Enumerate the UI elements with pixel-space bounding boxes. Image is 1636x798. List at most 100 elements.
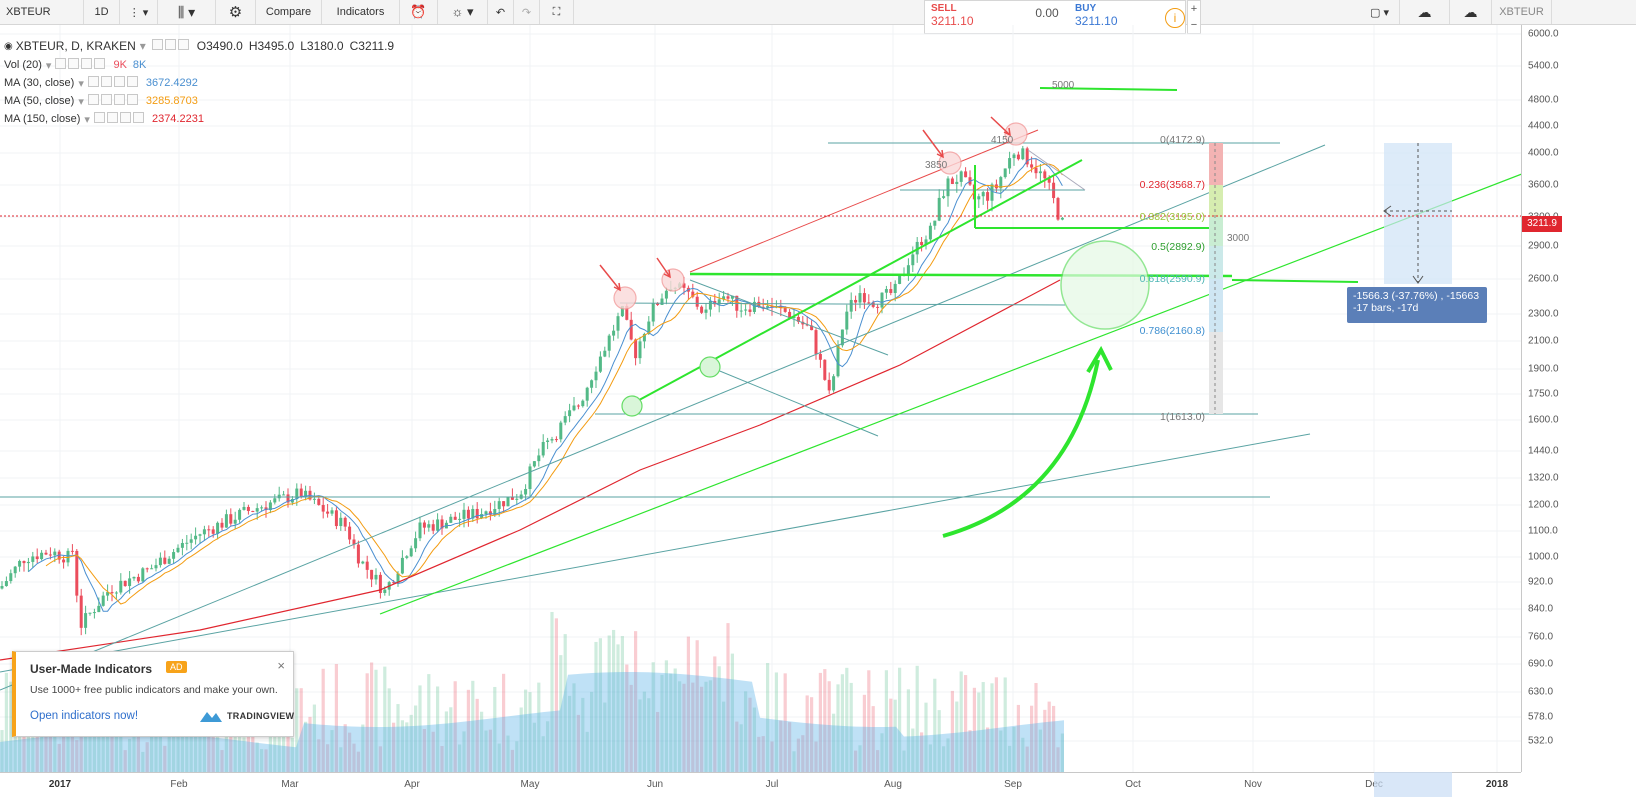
ma50-legend: MA (50, close) ▾ 3285.8703 <box>4 94 198 108</box>
undo-icon: ↶ <box>495 6 506 19</box>
tradingview-cloud-icon <box>200 712 222 722</box>
save-layout-button[interactable]: ☁ <box>1450 0 1492 24</box>
price-tick-label: 920.0 <box>1528 576 1554 588</box>
fullscreen-button[interactable]: ⛶ <box>540 0 574 24</box>
promo-title: User-Made Indicators <box>30 662 153 676</box>
trade-widget: SELL 3211.10 0.00 BUY 3211.10 i <box>924 0 1186 34</box>
volume-bars <box>0 611 1064 772</box>
sell-price: 3211.10 <box>931 14 974 28</box>
settings-button[interactable]: ⚙ <box>216 0 256 24</box>
alert-button[interactable]: ⏰ <box>400 0 438 24</box>
time-range-highlight <box>1374 772 1452 797</box>
buy-button[interactable]: BUY 3211.10 <box>1075 3 1155 28</box>
time-tick-label: Oct <box>1125 779 1141 790</box>
price-tick-label: 630.0 <box>1528 686 1554 698</box>
price-tick-label: 840.0 <box>1528 603 1554 615</box>
interval-button[interactable]: 1D <box>84 0 120 24</box>
close-value: C3211.9 <box>349 39 395 53</box>
right-symbol-field[interactable]: XBTEUR <box>1492 0 1552 24</box>
info-icon[interactable]: i <box>1165 8 1185 28</box>
indicators-button[interactable]: Indicators <box>322 0 400 24</box>
time-axis[interactable]: 2017FebMarAprMayJunJulAugSepOctNovDec201… <box>0 772 1521 798</box>
fib-level-label: 0.5(2892.9) <box>1151 241 1205 253</box>
ma150-title: MA (150, close) <box>4 113 81 125</box>
label-5000: 5000 <box>1052 80 1075 91</box>
vol-controls[interactable] <box>55 58 107 72</box>
measure-line-2: -17 bars, -17d <box>1353 302 1419 314</box>
indicators-label: Indicators <box>336 6 385 18</box>
interval-dropdown[interactable]: ⋮ ▾ <box>120 0 158 24</box>
price-tick-label: 578.0 <box>1528 711 1554 723</box>
grid <box>0 25 1521 772</box>
lightbulb-icon: ☼ ▾ <box>451 4 474 19</box>
price-tick-label: 1440.0 <box>1528 445 1559 457</box>
close-icon[interactable]: × <box>277 658 285 673</box>
time-tick-label: Feb <box>170 779 188 790</box>
redo-button[interactable]: ↷ <box>514 0 540 24</box>
redo-icon: ↷ <box>521 6 532 19</box>
undo-button[interactable]: ↶ <box>488 0 514 24</box>
price-tick-label: 2600.0 <box>1528 273 1559 285</box>
ad-badge: AD <box>166 661 187 673</box>
load-layout-button[interactable]: ☁ <box>1400 0 1450 24</box>
ma30-controls[interactable] <box>87 76 140 90</box>
promo-card: User-Made Indicators AD × Use 1000+ free… <box>12 651 294 737</box>
price-chart[interactable] <box>0 25 1521 772</box>
price-tick-label: 2100.0 <box>1528 335 1559 347</box>
chart-style-button[interactable]: ⫼ ▾ <box>158 0 216 24</box>
collapse-icon[interactable]: ◉ <box>4 40 13 52</box>
sell-label: SELL <box>931 3 957 14</box>
time-tick-label: Nov <box>1244 779 1262 790</box>
promo-link[interactable]: Open indicators now! <box>30 710 139 722</box>
time-tick-label: Mar <box>281 779 299 790</box>
time-tick-label: May <box>520 779 540 790</box>
price-tick-label: 2300.0 <box>1528 308 1559 320</box>
price-tick-label: 2900.0 <box>1528 240 1559 252</box>
fib-level-label: 0.618(2590.9) <box>1139 273 1205 285</box>
vol-value-2: 8K <box>132 59 147 71</box>
symbol-title: XBTEUR, D, KRAKEN <box>15 39 136 53</box>
vol-legend: Vol (20) ▾ 9K 8K <box>4 58 147 72</box>
layout-button[interactable]: ▢ ▾ <box>1360 0 1400 24</box>
symbol-label: XBTEUR <box>6 6 51 18</box>
time-tick-label: 2018 <box>1485 779 1509 790</box>
fib-level-label: 0.786(2160.8) <box>1139 325 1205 337</box>
price-tick-label: 760.0 <box>1528 631 1554 643</box>
time-tick-label: Apr <box>404 779 420 790</box>
price-axis[interactable]: 6000.05400.04800.04400.04000.03600.03300… <box>1521 25 1636 772</box>
minus-icon: − <box>1190 19 1198 31</box>
tradingview-logo: TRADINGVIEW <box>198 708 294 724</box>
low-value: L3180.0 <box>300 39 344 53</box>
legend-controls[interactable] <box>151 39 191 53</box>
spread-value: 0.00 <box>1035 6 1059 20</box>
compare-button[interactable]: Compare <box>256 0 322 24</box>
interval-label: 1D <box>94 6 109 18</box>
drawings <box>0 87 1521 691</box>
time-tick-label: 2017 <box>48 779 72 790</box>
price-tick-label: 4400.0 <box>1528 120 1559 132</box>
label-3850: 3850 <box>925 160 948 171</box>
ma150-controls[interactable] <box>93 112 146 126</box>
high-value: H3495.0 <box>248 39 295 53</box>
price-tick-label: 6000.0 <box>1528 28 1559 40</box>
square-icon: ▢ ▾ <box>1370 6 1389 19</box>
ma50-controls[interactable] <box>87 94 140 108</box>
sell-button[interactable]: SELL 3211.10 <box>931 3 1021 28</box>
qty-stepper[interactable]: + − <box>1187 0 1201 34</box>
time-tick-label: Sep <box>1004 779 1022 790</box>
price-tick-label: 3600.0 <box>1528 179 1559 191</box>
price-tick-label: 1100.0 <box>1528 525 1558 537</box>
compare-label: Compare <box>265 6 312 18</box>
ideas-button[interactable]: ☼ ▾ <box>438 0 488 24</box>
measure-line-1: -1566.3 (-37.76%) , -15663 <box>1353 290 1480 302</box>
fullscreen-icon: ⛶ <box>552 5 561 18</box>
price-tick-label: 4000.0 <box>1528 147 1559 159</box>
more-vertical-icon: ⋮ ▾ <box>128 6 149 19</box>
current-price-badge: 3211.9 <box>1522 216 1562 232</box>
alarm-clock-icon: ⏰ <box>410 4 427 19</box>
ma30-legend: MA (30, close) ▾ 3672.4292 <box>4 76 198 90</box>
symbol-search-input[interactable]: XBTEUR <box>0 0 84 24</box>
fib-level-label: 0(4172.9) <box>1160 134 1205 146</box>
promo-brand: TRADINGVIEW <box>227 711 295 721</box>
ma50-title: MA (50, close) <box>4 95 75 107</box>
